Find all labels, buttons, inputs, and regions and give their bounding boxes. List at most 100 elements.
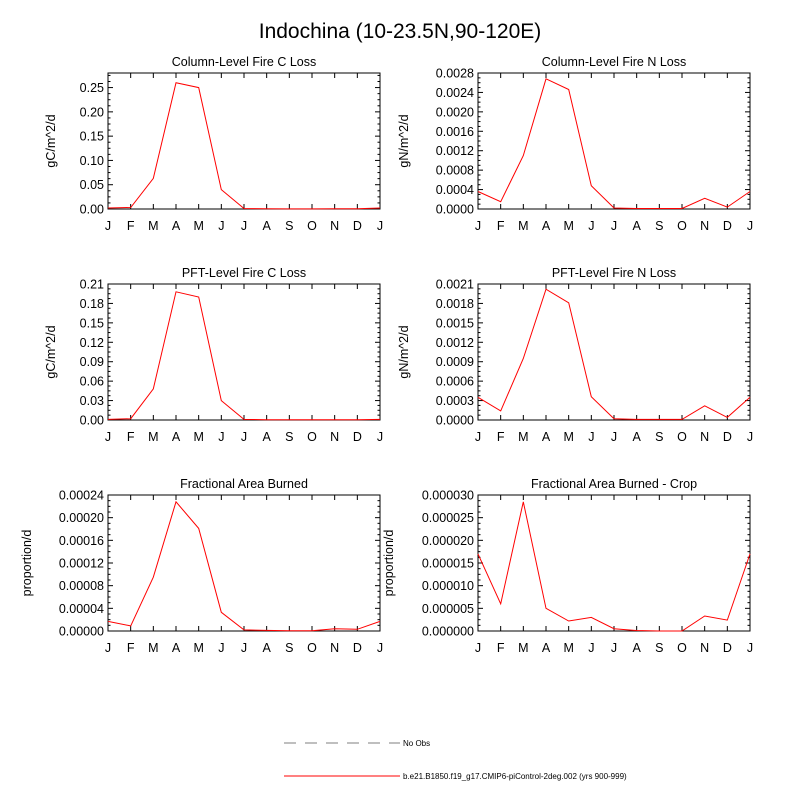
y-tick-label: 0.000025 (422, 511, 474, 525)
x-tick-label: M (563, 219, 573, 233)
x-tick-label: J (611, 641, 617, 655)
x-tick-label: M (193, 430, 203, 444)
y-tick-label: 0.00004 (59, 602, 104, 616)
y-tick-label: 0.00000 (59, 625, 104, 639)
x-tick-label: J (475, 219, 481, 233)
y-tick-label: 0.0004 (436, 183, 474, 197)
x-tick-label: J (747, 641, 753, 655)
x-tick-label: M (148, 641, 158, 655)
x-tick-label: A (632, 219, 641, 233)
x-tick-label: M (518, 219, 528, 233)
x-tick-label: N (330, 430, 339, 444)
y-tick-label: 0.000005 (422, 602, 474, 616)
panel-title: Column-Level Fire N Loss (542, 55, 687, 69)
y-tick-label: 0.000015 (422, 557, 474, 571)
y-tick-label: 0.00020 (59, 511, 104, 525)
x-tick-label: J (611, 430, 617, 444)
x-tick-label: D (723, 430, 732, 444)
x-tick-label: M (148, 430, 158, 444)
y-axis-label: proportion/d (20, 530, 34, 597)
x-tick-label: F (127, 219, 135, 233)
x-tick-label: A (172, 219, 181, 233)
y-axis-label: gC/m^2/d (44, 114, 58, 167)
panel-3: PFT-Level Fire C Loss gC/m^2/d 0.00 0.03 0.0… (44, 266, 383, 444)
y-axis-label: gC/m^2/d (44, 325, 58, 378)
x-tick-label: S (285, 430, 293, 444)
y-tick-label: 0.0000 (436, 203, 474, 217)
plot-frame (477, 494, 751, 632)
y-tick-label: 0.12 (80, 336, 104, 350)
panel-title: Column-Level Fire C Loss (172, 55, 317, 69)
y-tick-label: 0.25 (80, 81, 104, 95)
x-tick-label: A (172, 641, 181, 655)
x-tick-label: J (588, 430, 594, 444)
y-tick-label: 0.0028 (436, 67, 474, 81)
x-tick-label: J (218, 430, 224, 444)
plot-frame (477, 283, 751, 421)
plot-frame (107, 72, 381, 210)
y-tick-label: 0.00012 (59, 557, 104, 571)
x-tick-label: J (475, 430, 481, 444)
legend: No Obs b.e21.B1850.f19_g17.CMIP6-piContr… (284, 739, 627, 781)
x-tick-label: M (193, 641, 203, 655)
x-tick-label: J (105, 641, 111, 655)
x-tick-label: A (542, 219, 551, 233)
x-tick-label: M (518, 641, 528, 655)
y-tick-label: 0.10 (80, 154, 104, 168)
x-tick-label: M (563, 641, 573, 655)
x-tick-label: D (353, 641, 362, 655)
x-tick-label: D (353, 430, 362, 444)
series-line (477, 501, 751, 632)
x-tick-label: A (542, 641, 551, 655)
x-tick-label: S (655, 219, 663, 233)
x-tick-label: O (677, 641, 687, 655)
x-tick-label: D (723, 219, 732, 233)
y-tick-label: 0.0015 (436, 316, 474, 330)
x-tick-label: J (218, 219, 224, 233)
y-tick-label: 0.00024 (59, 489, 104, 503)
x-tick-label: J (747, 219, 753, 233)
plot-frame (107, 494, 381, 632)
x-tick-label: J (241, 430, 247, 444)
legend-label-no-obs: No Obs (403, 739, 430, 748)
x-tick-label: F (497, 430, 505, 444)
y-tick-label: 0.06 (80, 375, 104, 389)
series-line (477, 78, 751, 209)
y-tick-label: 0.20 (80, 105, 104, 119)
x-tick-label: J (377, 641, 383, 655)
x-tick-label: F (497, 219, 505, 233)
y-axis-label: proportion/d (382, 530, 396, 597)
series-line (477, 288, 751, 420)
x-tick-label: S (655, 641, 663, 655)
panels: Column-Level Fire C Loss gC/m^2/d 0.00 0.05… (20, 55, 753, 655)
panel-title: PFT-Level Fire N Loss (552, 266, 676, 280)
x-tick-label: J (588, 219, 594, 233)
y-tick-label: 0.00 (80, 203, 104, 217)
x-tick-label: A (632, 641, 641, 655)
x-tick-label: J (241, 219, 247, 233)
y-tick-label: 0.0012 (436, 336, 474, 350)
x-tick-label: J (241, 641, 247, 655)
x-tick-label: F (497, 641, 505, 655)
panel-6: Fractional Area Burned - Crop proportion/… (382, 477, 753, 655)
panel-2: Column-Level Fire N Loss gN/m^2/d 0.0000 0.… (397, 55, 753, 233)
y-tick-label: 0.09 (80, 355, 104, 369)
y-tick-label: 0.03 (80, 394, 104, 408)
x-tick-label: A (262, 219, 271, 233)
y-tick-label: 0.18 (80, 297, 104, 311)
x-tick-label: J (377, 219, 383, 233)
plot-frame (107, 283, 381, 421)
x-tick-label: N (330, 219, 339, 233)
x-tick-label: S (655, 430, 663, 444)
y-axis-label: gN/m^2/d (397, 114, 411, 167)
x-tick-label: N (700, 641, 709, 655)
x-tick-label: N (700, 430, 709, 444)
x-tick-label: J (377, 430, 383, 444)
y-tick-label: 0.0008 (436, 164, 474, 178)
x-tick-label: M (563, 430, 573, 444)
x-tick-label: J (588, 641, 594, 655)
y-tick-label: 0.0012 (436, 144, 474, 158)
x-tick-label: A (172, 430, 181, 444)
panel-1: Column-Level Fire C Loss gC/m^2/d 0.00 0.05… (44, 55, 383, 233)
